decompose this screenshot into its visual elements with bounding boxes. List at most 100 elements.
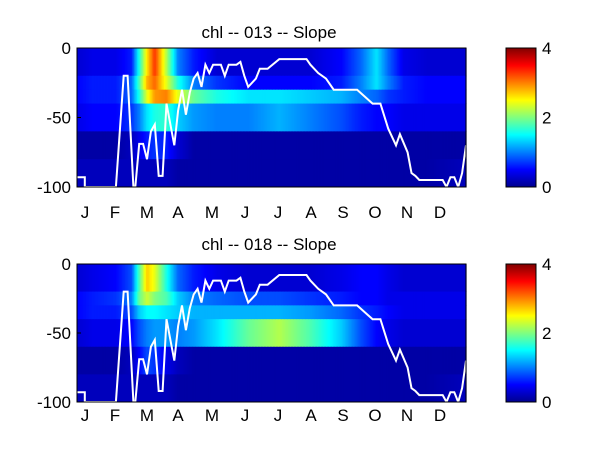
- heatmap-cell: [105, 319, 108, 348]
- heatmap-cell: [102, 374, 105, 403]
- heatmap-cell: [196, 291, 199, 306]
- heatmap-cell: [328, 48, 331, 77]
- heatmap-cell: [87, 75, 90, 91]
- heatmap-cell: [270, 103, 273, 132]
- heatmap-cell: [267, 264, 270, 292]
- heatmap-cell: [341, 89, 344, 104]
- heatmap-cell: [91, 159, 95, 188]
- heatmap-cell: [216, 48, 219, 77]
- heatmap-cell: [252, 48, 255, 77]
- heatmap-cell: [458, 346, 461, 375]
- heatmap-cell: [231, 291, 234, 306]
- heatmap-cell: [186, 346, 189, 375]
- heatmap-cell: [454, 291, 457, 306]
- heatmap-cell: [136, 305, 139, 320]
- heatmap-cell: [304, 103, 307, 132]
- heatmap-cell: [202, 346, 205, 375]
- heatmap-cell: [301, 159, 304, 188]
- heatmap-cell: [193, 159, 196, 188]
- heatmap-cell: [368, 131, 371, 160]
- heatmap-cell: [440, 319, 443, 348]
- heatmap-cell: [247, 346, 250, 375]
- heatmap-cell: [187, 291, 190, 306]
- heatmap-cell: [364, 374, 367, 403]
- heatmap-cell: [114, 374, 117, 403]
- heatmap-cell: [243, 374, 246, 403]
- heatmap-cell: [121, 264, 124, 292]
- heatmap-cell: [112, 89, 116, 104]
- heatmap-cell: [314, 291, 317, 306]
- heatmap-cell: [308, 89, 311, 104]
- heatmap-cell: [273, 131, 276, 160]
- heatmap-cell: [217, 264, 220, 292]
- heatmap-cell: [425, 291, 428, 306]
- heatmap-cell: [419, 264, 422, 292]
- heatmap-cell: [198, 131, 201, 160]
- heatmap-cell: [175, 159, 178, 188]
- heatmap-cell: [361, 305, 364, 320]
- heatmap-cell: [409, 264, 412, 292]
- heatmap-cell: [85, 159, 89, 188]
- heatmap-cell: [268, 291, 271, 306]
- heatmap-cell: [235, 305, 238, 320]
- heatmap-cell: [237, 159, 240, 188]
- heatmap-cell: [391, 103, 394, 132]
- heatmap-cell: [180, 103, 183, 132]
- heatmap-cell: [88, 346, 92, 375]
- heatmap-cell: [361, 374, 364, 403]
- heatmap-cell: [331, 291, 334, 306]
- heatmap-cell: [112, 346, 116, 375]
- heatmap-cell: [249, 89, 252, 104]
- heatmap-cell: [352, 319, 355, 348]
- heatmap-cell: [371, 264, 374, 292]
- x-tick-label: J: [274, 406, 283, 425]
- heatmap-cell: [395, 89, 398, 104]
- heatmap-cell: [214, 374, 217, 403]
- heatmap-cell: [425, 264, 428, 292]
- heatmap-cell: [136, 264, 139, 292]
- heatmap-cell: [261, 374, 264, 403]
- heatmap-cell: [365, 103, 368, 132]
- heatmap-cell: [117, 159, 120, 188]
- heatmap-cell: [275, 291, 279, 306]
- heatmap-cell: [184, 89, 187, 104]
- y-tick-label: 0: [62, 255, 71, 274]
- heatmap-cell: [370, 291, 373, 306]
- heatmap-cell: [169, 89, 172, 104]
- heatmap-cell: [385, 103, 388, 132]
- heatmap-cell: [183, 89, 186, 104]
- heatmap-cell: [433, 291, 436, 306]
- heatmap-cell: [130, 291, 133, 306]
- heatmap-cell: [186, 374, 189, 403]
- heatmap-cell: [365, 89, 368, 104]
- heatmap-cell: [379, 159, 382, 188]
- heatmap-cell: [428, 103, 431, 132]
- heatmap-cell: [192, 319, 195, 348]
- heatmap-cell: [208, 89, 211, 104]
- heatmap-cell: [157, 346, 160, 375]
- heatmap-cell: [431, 305, 434, 320]
- heatmap-cell: [79, 291, 83, 306]
- heatmap-cell: [461, 89, 464, 104]
- heatmap-cell: [111, 291, 114, 306]
- heatmap-cell: [319, 305, 322, 320]
- heatmap-cell: [111, 89, 114, 104]
- heatmap-cell: [96, 346, 99, 375]
- heatmap-cell: [262, 159, 265, 188]
- heatmap-cell: [82, 159, 86, 188]
- heatmap-cell: [247, 75, 250, 91]
- heatmap-cell: [106, 131, 110, 160]
- heatmap-cell: [168, 305, 171, 320]
- heatmap-cell: [93, 305, 96, 320]
- heatmap-cell: [198, 346, 201, 375]
- heatmap-cell: [277, 131, 280, 160]
- heatmap-cell: [284, 346, 288, 375]
- heatmap-cell: [391, 346, 394, 375]
- heatmap-cell: [422, 131, 425, 160]
- heatmap-cell: [211, 374, 214, 403]
- heatmap-cell: [425, 346, 428, 375]
- heatmap-cell: [115, 75, 118, 91]
- heatmap-cell: [395, 291, 398, 306]
- heatmap-cell: [406, 159, 409, 188]
- heatmap-cell: [196, 264, 199, 292]
